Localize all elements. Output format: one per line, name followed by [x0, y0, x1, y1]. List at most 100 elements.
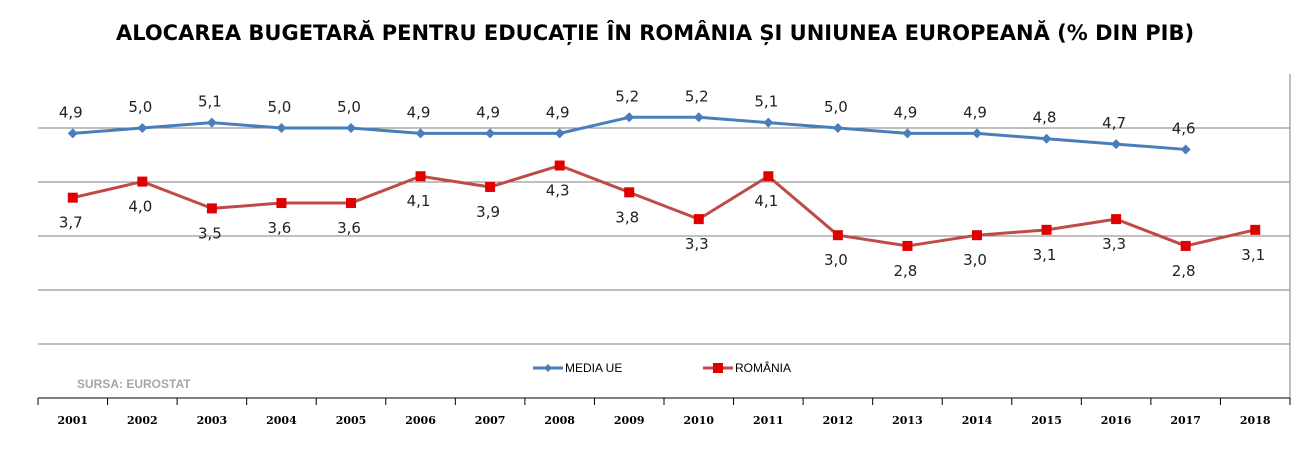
data-label: 4,0: [128, 198, 152, 216]
x-axis: 2001 2002 2003 2004 2005 2006 2007 2008 2009 2010…: [37, 397, 1291, 427]
x-tick-label: 2014: [962, 414, 993, 427]
data-label: 4,6: [1172, 119, 1196, 137]
x-tick-label: 2009: [614, 414, 645, 427]
data-point: [554, 160, 565, 171]
data-point: [67, 192, 78, 203]
x-tick-label: 2017: [1170, 414, 1201, 427]
data-label: 3,6: [268, 219, 292, 237]
data-point: [206, 117, 217, 128]
x-tick-label: 2012: [823, 414, 854, 427]
data-point: [554, 128, 565, 139]
data-point: [832, 123, 843, 133]
data-point: [206, 203, 217, 214]
data-label: 4,9: [546, 103, 570, 121]
data-label: 4,9: [59, 103, 83, 121]
x-tick-label: 2008: [544, 414, 575, 427]
legend-marker: [713, 363, 723, 373]
x-tick-label: 2007: [475, 414, 506, 427]
data-point: [346, 123, 356, 133]
x-tick-label: 2018: [1240, 414, 1271, 427]
data-label: 3,0: [963, 251, 987, 269]
data-point: [972, 128, 982, 139]
data-label: 2,8: [1172, 262, 1196, 280]
gridlines: [38, 74, 1291, 398]
data-point: [137, 123, 148, 133]
x-tick-label: 2006: [405, 414, 436, 427]
data-point: [763, 171, 774, 182]
data-label: 5,1: [198, 93, 222, 111]
data-label: 4,9: [963, 103, 987, 121]
data-label: 5,0: [337, 98, 361, 116]
series-line: [72, 164, 1256, 248]
data-label: 3,9: [476, 203, 500, 221]
data-point: [1111, 214, 1122, 225]
data-label: 4,9: [407, 103, 431, 121]
data-label: 2,8: [894, 262, 918, 280]
data-label: 4,7: [1102, 114, 1126, 132]
legend-marker: [544, 364, 552, 372]
data-point: [1250, 224, 1261, 235]
series-layer: 4,9 5,0 5,1 5,0 5,0 4,9 4,9 4,9 5,2 5,2 5,1 5,0 4,9 4…: [59, 87, 1265, 280]
data-label: 5,2: [685, 87, 709, 105]
data-label: 5,0: [824, 98, 848, 116]
data-label: 3,6: [337, 219, 361, 237]
data-point: [485, 128, 496, 139]
data-point: [1041, 133, 1052, 144]
data-point: [693, 112, 704, 123]
data-point: [902, 128, 913, 139]
data-point: [415, 128, 426, 139]
data-label: 4,3: [546, 182, 570, 200]
data-point: [1180, 144, 1191, 155]
data-point: [276, 123, 287, 133]
data-point: [972, 230, 982, 241]
data-label: 5,0: [128, 98, 152, 116]
legend-label: MEDIA UE: [565, 361, 622, 375]
series-media-ue: 4,9 5,0 5,1 5,0 5,0 4,9 4,9 4,9 5,2 5,2 5,1 5,0 4,9 4…: [59, 87, 1196, 155]
data-label: 5,2: [615, 87, 639, 105]
data-label: 3,7: [59, 214, 83, 232]
data-point: [902, 240, 913, 251]
data-point: [137, 176, 148, 187]
data-point: [276, 198, 287, 209]
x-tick-label: 2004: [266, 414, 297, 427]
legend-label: ROMÂNIA: [735, 360, 791, 375]
data-point: [693, 214, 704, 225]
data-label: 4,8: [1033, 109, 1057, 127]
data-label: 4,1: [754, 192, 778, 210]
x-tick-label: 2010: [683, 414, 714, 427]
x-tick-label: 2013: [892, 414, 923, 427]
data-label: 4,9: [476, 103, 500, 121]
data-point: [1041, 224, 1052, 235]
x-tick-label: 2015: [1031, 414, 1062, 427]
data-label: 4,1: [407, 192, 431, 210]
source-note: SURSA: EUROSTAT: [77, 377, 191, 391]
data-point: [624, 112, 635, 123]
legend-item: MEDIA UE: [533, 361, 622, 375]
data-label: 3,3: [1102, 235, 1126, 253]
data-label: 3,5: [198, 224, 222, 242]
data-point: [832, 230, 843, 241]
x-tick-label: 2005: [336, 414, 367, 427]
data-label: 4,9: [894, 103, 918, 121]
data-point: [1180, 240, 1191, 251]
legend: MEDIA UE ROMÂNIA: [533, 360, 791, 375]
data-label: 3,8: [615, 208, 639, 226]
data-point: [346, 198, 356, 209]
data-label: 3,1: [1033, 246, 1057, 264]
chart-title: ALOCAREA BUGETARĂ PENTRU EDUCAȚIE ÎN ROM…: [116, 20, 1194, 46]
x-tick-label: 2011: [753, 414, 784, 427]
x-tick-label: 2001: [57, 414, 88, 427]
data-label: 5,0: [268, 98, 292, 116]
data-point: [485, 181, 496, 192]
data-point: [1111, 139, 1122, 150]
data-point: [67, 128, 78, 139]
data-point: [624, 187, 635, 198]
data-point: [763, 117, 774, 128]
x-tick-label: 2016: [1101, 414, 1132, 427]
series-romania: 3,7 4,0 3,5 3,6 3,6 4,1 3,9 4,3 3,8 3,3 4,1 3,0 2,8 3…: [59, 160, 1265, 280]
legend-item: ROMÂNIA: [703, 360, 791, 375]
data-label: 3,0: [824, 251, 848, 269]
data-point: [415, 171, 426, 182]
